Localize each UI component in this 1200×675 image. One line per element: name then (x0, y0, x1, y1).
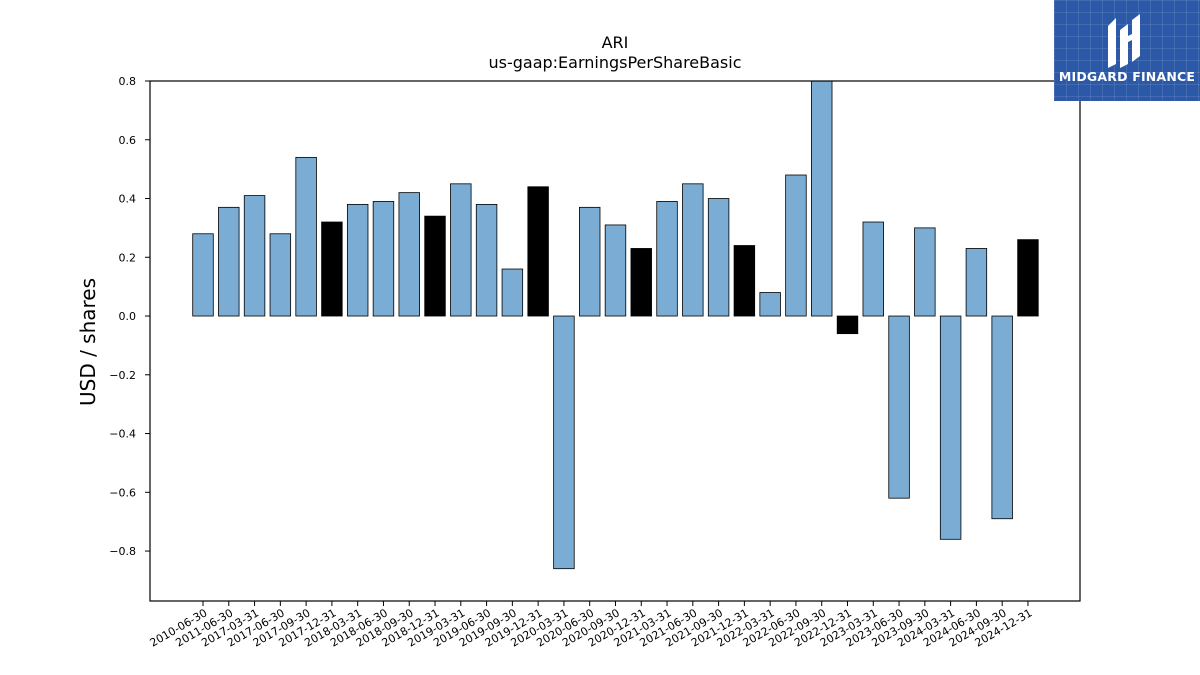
y-tick-label: 0.4 (119, 193, 137, 206)
y-tick-label: −0.6 (109, 486, 136, 499)
bar-2019-03-31 (450, 183, 472, 317)
bar-2018-09-30 (398, 192, 420, 317)
plot-frame (149, 80, 1081, 602)
y-tick-label: −0.8 (109, 545, 136, 558)
bar-2020-12-31 (630, 248, 652, 317)
bar-2020-09-30 (604, 224, 627, 317)
bar-2024-09-30 (991, 315, 1013, 520)
y-tick-label: −0.4 (109, 428, 136, 441)
bars (192, 80, 1039, 570)
bar-2018-12-31 (424, 215, 446, 317)
bar-2019-09-30 (501, 268, 524, 317)
bar-2022-03-31 (759, 292, 781, 317)
y-tick-label: 0.8 (119, 75, 137, 88)
bar-2010-06-30 (192, 233, 214, 317)
bar-2023-03-31 (862, 221, 884, 317)
bar-2023-09-30 (914, 227, 936, 317)
bar-2021-09-30 (707, 198, 730, 317)
bar-2024-12-31 (1017, 239, 1039, 317)
bar-2020-06-30 (579, 206, 601, 317)
chart-subtitle: us-gaap:EarningsPerShareBasic (488, 53, 741, 72)
bar-2020-03-31 (553, 315, 575, 570)
y-axis-label: USD / shares (76, 278, 100, 406)
logo-mark-icon (1108, 14, 1140, 68)
bar-2017-09-30 (295, 156, 317, 317)
bar-2021-06-30 (682, 183, 704, 317)
chart-title: ARI (602, 33, 629, 52)
y-tick-label: 0.6 (119, 134, 137, 147)
bar-2017-12-31 (321, 221, 343, 317)
y-tick-label: 0.0 (119, 310, 137, 323)
x-axis: 2010-06-302011-06-302017-03-312017-06-30… (148, 601, 1034, 650)
y-tick-label: 0.2 (119, 251, 137, 264)
bar-2022-12-31 (836, 315, 859, 335)
bar-2019-12-31 (527, 186, 549, 317)
bar-2021-03-31 (656, 201, 678, 317)
bar-2018-06-30 (372, 201, 395, 317)
bar-2024-03-31 (939, 315, 962, 540)
bar-2017-03-31 (243, 195, 266, 317)
bar-2018-03-31 (346, 203, 369, 317)
logo-text: MIDGARD FINANCE (1058, 69, 1196, 84)
bar-2022-09-30 (811, 80, 833, 317)
y-axis: 0.8 0.6 0.4 0.2 0.0 −0.2 −0.4 −0.6 −0.8 (109, 75, 150, 558)
bar-2021-12-31 (733, 245, 756, 317)
y-tick-label: −0.2 (109, 369, 136, 382)
bar-2011-06-30 (218, 206, 240, 317)
bar-2019-06-30 (475, 203, 498, 317)
bar-2024-06-30 (965, 248, 988, 317)
bar-2022-06-30 (785, 174, 807, 317)
bar-2017-06-30 (269, 233, 292, 317)
bar-2023-06-30 (888, 315, 910, 499)
midgard-finance-logo: MIDGARD FINANCE (1054, 0, 1200, 101)
